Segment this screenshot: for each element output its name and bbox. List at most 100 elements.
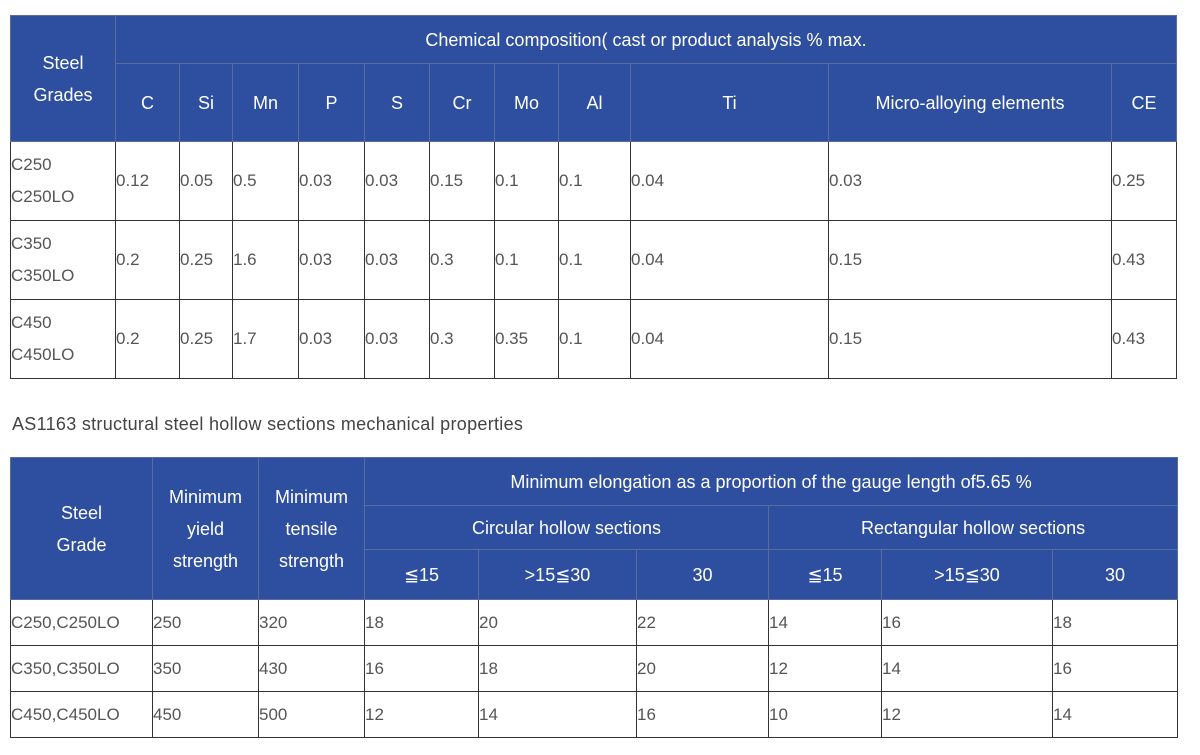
composition-value-cell: 0.15: [429, 141, 495, 221]
sub-column-header-3: ≦15: [768, 549, 882, 600]
composition-value-cell: 0.12: [115, 141, 180, 221]
column-header-8: Ti: [630, 63, 829, 142]
property-value-cell: 350: [152, 645, 259, 692]
column-header-2: Mn: [232, 63, 299, 142]
sub-column-header-2: 30: [636, 549, 769, 600]
composition-value-cell: 0.05: [179, 141, 233, 221]
header-steel-grades-line1: Steel: [42, 52, 84, 73]
composition-value-cell: 0.03: [364, 220, 430, 300]
mechanical-properties-caption: AS1163 structural steel hollow sections …: [12, 414, 524, 434]
composition-value-cell: 0.03: [828, 141, 1112, 221]
column-header-3: P: [298, 63, 365, 142]
steel-grade-cell: C350,C350LO: [10, 645, 153, 692]
table-row: C450 C450LO 0.2 0.25 1.7 0.03 0.03 0.3 0.35 0.1 0.…: [10, 299, 1177, 379]
steel-grade-cell: C250 C250LO: [10, 141, 116, 221]
composition-value-cell: 0.03: [298, 220, 365, 300]
column-header-5: Cr: [429, 63, 495, 142]
composition-value-cell: 0.1: [558, 220, 631, 300]
property-value-cell: 450: [152, 691, 259, 738]
composition-value-cell: 0.2: [115, 220, 180, 300]
chemical-composition-table: Steel Grades Chemical composition( cast …: [10, 15, 1177, 379]
composition-value-cell: 0.04: [630, 141, 829, 221]
header-circular-hollow-sections: Circular hollow sections: [364, 505, 769, 550]
column-header-7: Al: [558, 63, 631, 142]
header-steel-grade-line2: Grade: [56, 534, 107, 555]
property-value-cell: 14: [881, 645, 1053, 692]
sub-column-header-0: ≦15: [364, 549, 479, 600]
column-header-6: Mo: [494, 63, 559, 142]
header-yield-line2: yield: [186, 518, 225, 539]
table-row: C350,C350LO 350 430 16 18 20 12 14 16: [10, 645, 1179, 692]
composition-value-cell: 0.43: [1111, 299, 1177, 379]
property-value-cell: 12: [768, 645, 882, 692]
composition-value-cell: 0.43: [1111, 220, 1177, 300]
composition-value-cell: 0.15: [828, 220, 1112, 300]
header-minimum-yield-strength: Minimum yield strength: [152, 457, 259, 600]
table-row: C350 C350LO 0.2 0.25 1.6 0.03 0.03 0.3 0.1 0.1 0.0…: [10, 220, 1177, 300]
sub-column-header-1: >15≦30: [478, 549, 637, 600]
steel-grade-name: C350: [11, 234, 52, 253]
steel-grade-name: C450LO: [11, 345, 75, 364]
header-minimum-elongation: Minimum elongation as a proportion of th…: [363, 457, 1179, 506]
property-value-cell: 18: [364, 599, 479, 646]
property-value-cell: 430: [258, 645, 365, 692]
column-header-4: S: [364, 63, 430, 142]
property-value-cell: 320: [258, 599, 365, 646]
composition-value-cell: 0.5: [232, 141, 299, 221]
header-chemical-composition: Chemical composition( cast or product an…: [115, 15, 1177, 64]
property-value-cell: 14: [1051, 691, 1179, 738]
property-value-cell: 20: [478, 599, 637, 646]
header-rectangular-hollow-sections: Rectangular hollow sections: [767, 505, 1179, 550]
property-value-cell: 16: [881, 599, 1053, 646]
table-row: C250 C250LO 0.12 0.05 0.5 0.03 0.03 0.15 0.1 0.1 0…: [10, 141, 1177, 221]
composition-value-cell: 0.03: [298, 141, 365, 221]
header-steel-grades: Steel Grades: [10, 15, 116, 142]
composition-value-cell: 0.25: [1111, 141, 1177, 221]
property-value-cell: 500: [258, 691, 365, 738]
property-value-cell: 20: [636, 645, 769, 692]
steel-grade-cell: C250,C250LO: [10, 599, 153, 646]
property-value-cell: 250: [152, 599, 259, 646]
header-tensile-line3: strength: [278, 550, 345, 571]
property-value-cell: 12: [364, 691, 479, 738]
sub-column-header-5: 30: [1051, 549, 1179, 600]
header-tensile-line1: Minimum: [274, 486, 348, 507]
steel-grade-name: C450: [11, 313, 52, 332]
composition-value-cell: 0.15: [828, 299, 1112, 379]
composition-value-cell: 0.03: [364, 141, 430, 221]
table-row: C250,C250LO 250 320 18 20 22 14 16 18: [10, 599, 1179, 646]
composition-value-cell: 0.03: [298, 299, 365, 379]
composition-value-cell: 0.04: [630, 220, 829, 300]
steel-grade-cell: C450 C450LO: [10, 299, 116, 379]
mechanical-properties-table: Steel Grade Minimum yield strength Minim…: [10, 457, 1179, 738]
composition-value-cell: 1.6: [232, 220, 299, 300]
steel-grade-name: C250: [11, 155, 52, 174]
composition-value-cell: 0.04: [630, 299, 829, 379]
composition-value-cell: 0.03: [364, 299, 430, 379]
property-value-cell: 18: [1051, 599, 1179, 646]
steel-grade-name: C250LO: [11, 187, 75, 206]
header-yield-line3: strength: [172, 550, 239, 571]
composition-value-cell: 0.1: [558, 299, 631, 379]
property-value-cell: 14: [768, 599, 882, 646]
property-value-cell: 12: [881, 691, 1053, 738]
column-header-0: C: [115, 63, 180, 142]
header-steel-grade: Steel Grade: [10, 457, 153, 600]
property-value-cell: 22: [636, 599, 769, 646]
steel-grade-cell: C450,C450LO: [10, 691, 153, 738]
composition-value-cell: 0.3: [429, 299, 495, 379]
table-row: C450,C450LO 450 500 12 14 16 10 12 14: [10, 691, 1179, 738]
composition-value-cell: 0.1: [494, 141, 559, 221]
header-steel-grade-line1: Steel: [60, 502, 103, 523]
property-value-cell: 10: [768, 691, 882, 738]
composition-value-cell: 0.25: [179, 220, 233, 300]
column-header-9: Micro-alloying elements: [828, 63, 1112, 142]
header-steel-grades-line2: Grades: [33, 84, 93, 105]
composition-value-cell: 0.2: [115, 299, 180, 379]
composition-value-cell: 0.1: [494, 220, 559, 300]
steel-grade-name: C350LO: [11, 266, 75, 285]
column-header-1: Si: [179, 63, 233, 142]
property-value-cell: 16: [364, 645, 479, 692]
composition-value-cell: 0.1: [558, 141, 631, 221]
steel-grade-cell: C350 C350LO: [10, 220, 116, 300]
